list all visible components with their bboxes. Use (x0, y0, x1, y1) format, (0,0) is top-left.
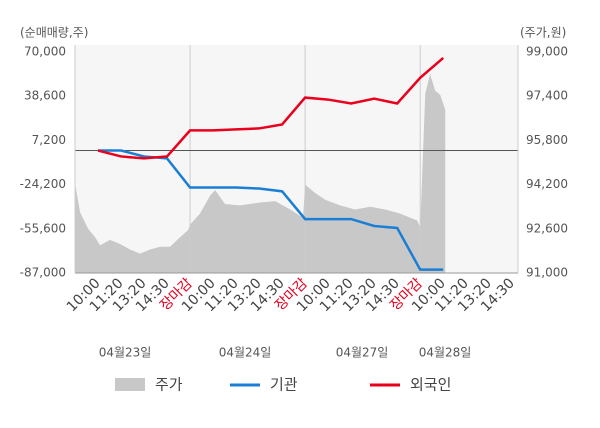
series-line (97, 56, 445, 160)
y-tick-label: -87,000 (20, 266, 66, 280)
y-tick-label: 7,200 (32, 133, 66, 147)
date-label: 04월28일 (419, 346, 472, 360)
price-area (75, 74, 446, 273)
legend-swatch (115, 378, 145, 391)
legend-label: 주가 (155, 376, 183, 394)
y2-tick-label: 92,600 (526, 221, 568, 235)
y-tick-label: -24,200 (20, 177, 66, 191)
y2-tick-label: 97,400 (526, 89, 568, 103)
date-label: 04월24일 (219, 346, 272, 360)
y2-axis-label: (주가,원) (520, 26, 566, 40)
y2-tick-label: 99,000 (526, 45, 568, 59)
legend-label: 외국인 (410, 376, 451, 394)
legend-label: 기관 (270, 376, 298, 394)
date-label: 04월23일 (99, 346, 152, 360)
y2-tick-label: 94,200 (526, 177, 568, 191)
y2-tick-label: 91,000 (526, 266, 568, 280)
date-label: 04월27일 (336, 346, 389, 360)
y-tick-label: 38,600 (24, 89, 66, 103)
y-tick-label: 70,000 (24, 45, 66, 59)
y-axis-label: (순매매량,주) (20, 26, 88, 40)
y2-tick-label: 95,800 (526, 133, 568, 147)
y-tick-label: -55,600 (20, 221, 66, 235)
